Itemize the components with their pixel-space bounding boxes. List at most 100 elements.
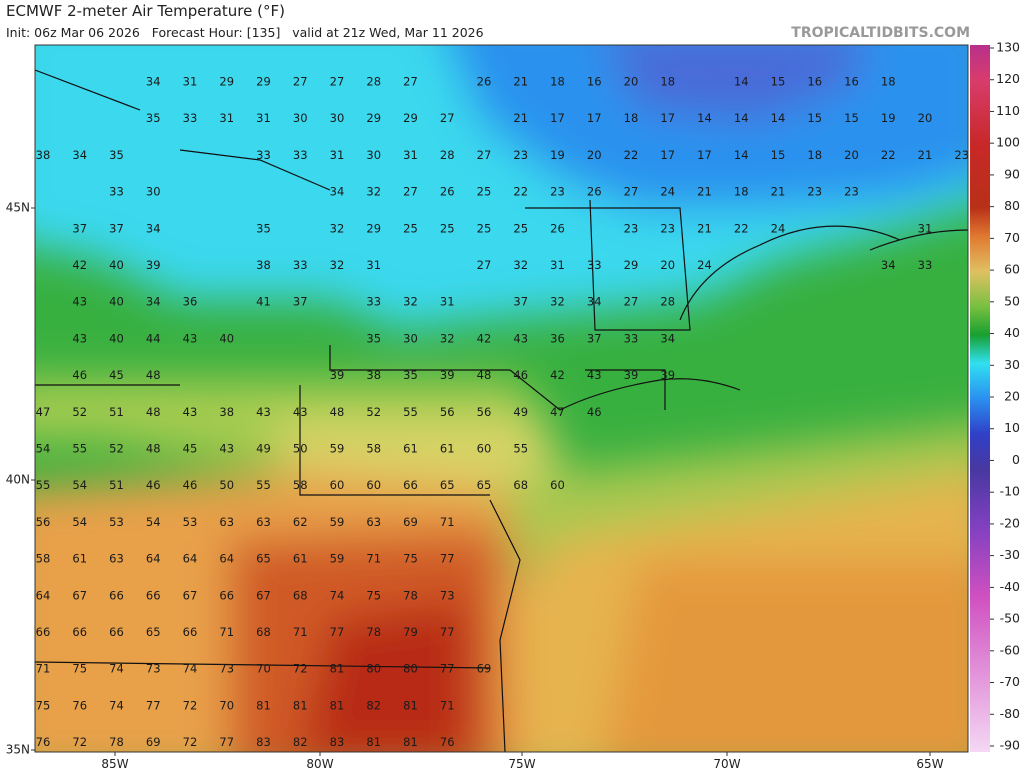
- lon-label: 85W: [101, 757, 128, 771]
- temperature-label: 74: [330, 588, 345, 602]
- map: 34 31 29 29 27 27 28 27 26 21 18 16 20 18 14 15 16 16 18 35…: [35, 45, 969, 752]
- temperature-label: 45: [183, 442, 198, 456]
- temperature-label: 77: [219, 735, 234, 749]
- temperature-label: 36: [183, 295, 198, 309]
- temperature-label: 71: [366, 552, 381, 566]
- temperature-label: 48: [146, 442, 161, 456]
- temperature-label: 30: [293, 111, 308, 125]
- temperature-label: 70: [256, 662, 271, 676]
- temperature-label: 23: [513, 148, 528, 162]
- temperature-label: 76: [72, 698, 87, 712]
- temperature-label: 51: [109, 478, 124, 492]
- temperature-label: 83: [330, 735, 345, 749]
- temperature-label: 83: [256, 735, 271, 749]
- temperature-label: 16: [587, 75, 602, 89]
- temperature-label: 58: [293, 478, 308, 492]
- temperature-label: 64: [219, 552, 234, 566]
- temperature-label: 72: [183, 698, 198, 712]
- colorbar-label: 0: [1012, 452, 1020, 467]
- temperature-label: 75: [36, 698, 51, 712]
- temperature-label: 70: [219, 698, 234, 712]
- temperature-label: 27: [477, 148, 492, 162]
- temperature-label: 38: [366, 368, 381, 382]
- temperature-label: 60: [366, 478, 381, 492]
- temperature-label: 46: [587, 405, 602, 419]
- temperature-label: 61: [403, 442, 418, 456]
- temperature-label: 51: [109, 405, 124, 419]
- temperature-label: 69: [146, 735, 161, 749]
- temperature-label: 26: [587, 185, 602, 199]
- colorbar-ticks: 1301201101009080706050403020100-10-20-30…: [990, 40, 1020, 753]
- temperature-label: 29: [366, 111, 381, 125]
- temperature-label: 47: [36, 405, 51, 419]
- temperature-label: 28: [440, 148, 455, 162]
- colorbar-label: 70: [1004, 230, 1020, 245]
- temperature-label: 32: [440, 331, 455, 345]
- temperature-label: 17: [550, 111, 565, 125]
- subtitle: Init: 06z Mar 06 2026 Forecast Hour: [13…: [6, 25, 484, 40]
- colorbar-label: -80: [1000, 706, 1020, 721]
- colorbar-label: -70: [1000, 674, 1020, 689]
- temperature-label: 14: [771, 111, 786, 125]
- temperature-label: 37: [109, 221, 124, 235]
- temperature-label: 66: [36, 625, 51, 639]
- temperature-label: 35: [146, 111, 161, 125]
- temperature-label: 46: [72, 368, 87, 382]
- axis-labels: 85W 80W 75W 70W 65W 45N 40N 35N: [6, 201, 944, 772]
- temperature-label: 22: [734, 221, 749, 235]
- temperature-label: 35: [403, 368, 418, 382]
- temperature-label: 14: [734, 75, 749, 89]
- temperature-label: 50: [293, 442, 308, 456]
- temperature-label: 55: [256, 478, 271, 492]
- temperature-label: 60: [330, 478, 345, 492]
- temperature-label: 46: [183, 478, 198, 492]
- temperature-label: 23: [954, 148, 969, 162]
- temperature-label: 72: [293, 662, 308, 676]
- temperature-label: 33: [918, 258, 933, 272]
- temperature-label: 80: [366, 662, 381, 676]
- temperature-label: 59: [330, 442, 345, 456]
- temperature-label: 55: [403, 405, 418, 419]
- temperature-label: 34: [587, 295, 602, 309]
- temperature-label: 56: [477, 405, 492, 419]
- colorbar: [970, 45, 990, 752]
- temperature-labels: 34 31 29 29 27 27 28 27 26 21 18 16 20 18 14 15 16 16 18 35…: [36, 75, 969, 750]
- temperature-label: 32: [330, 221, 345, 235]
- temperature-label: 29: [256, 75, 271, 89]
- colorbar-label: 120: [996, 71, 1020, 86]
- temperature-label: 47: [550, 405, 565, 419]
- temperature-label: 27: [624, 185, 639, 199]
- temperature-label: 29: [403, 111, 418, 125]
- temperature-label: 68: [293, 588, 308, 602]
- temperature-label: 35: [256, 221, 271, 235]
- temperature-label: 46: [146, 478, 161, 492]
- temperature-label: 32: [330, 258, 345, 272]
- temperature-label: 53: [183, 515, 198, 529]
- temperature-label: 48: [330, 405, 345, 419]
- temperature-label: 26: [477, 75, 492, 89]
- temperature-label: 17: [660, 111, 675, 125]
- lat-label: 45N: [6, 201, 30, 215]
- temperature-label: 30: [146, 185, 161, 199]
- temperature-label: 66: [109, 588, 124, 602]
- colorbar-label: 130: [996, 40, 1020, 55]
- colorbar-label: -60: [1000, 642, 1020, 657]
- temperature-label: 38: [219, 405, 234, 419]
- temperature-label: 34: [146, 295, 161, 309]
- temperature-label: 42: [72, 258, 87, 272]
- borders: [35, 69, 968, 752]
- temperature-label: 81: [293, 698, 308, 712]
- colorbar-label: 20: [1004, 389, 1020, 404]
- temperature-label: 82: [366, 698, 381, 712]
- temperature-label: 34: [330, 185, 345, 199]
- lon-label: 65W: [916, 757, 943, 771]
- temperature-label: 77: [146, 698, 161, 712]
- temperature-label: 74: [109, 662, 124, 676]
- temperature-label: 39: [146, 258, 161, 272]
- temperature-label: 42: [550, 368, 565, 382]
- temperature-label: 30: [403, 331, 418, 345]
- temperature-label: 33: [624, 331, 639, 345]
- colorbar-label: 40: [1004, 325, 1020, 340]
- temperature-label: 31: [918, 221, 933, 235]
- temperature-label: 68: [256, 625, 271, 639]
